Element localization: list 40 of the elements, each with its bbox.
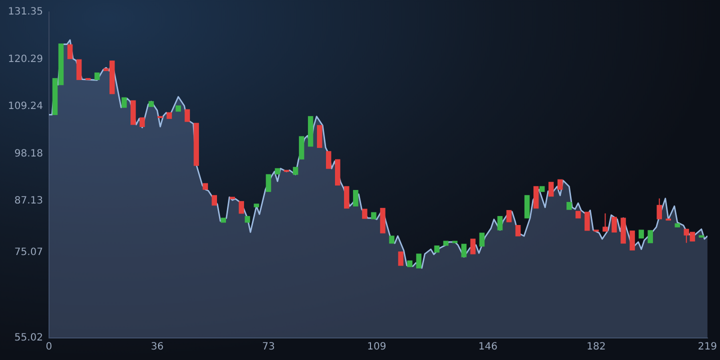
candlestick [389,236,394,244]
candlestick [620,218,626,244]
candlestick [362,208,368,219]
candlestick [76,59,82,80]
y-tick-label: 120.29 [8,54,43,65]
y-tick-label: 109.24 [8,101,43,112]
candlestick [148,101,154,107]
candlestick [470,238,476,254]
candlestick [558,179,563,190]
x-tick-label: 0 [46,342,52,353]
candlestick [230,196,236,200]
x-tick-label: 182 [586,342,606,353]
candlestick [698,235,704,238]
candlestick [461,244,467,258]
candlestick [443,240,449,246]
x-tick-label: 109 [367,342,386,353]
x-tick-label: 36 [150,342,164,353]
y-tick-label: 98.18 [14,148,43,160]
candlestick [452,240,458,244]
candlestick [548,182,554,197]
candlestick [584,212,590,231]
x-tick-label: 146 [478,342,498,353]
candlestick [398,251,404,266]
y-tick-label: 55.02 [14,332,43,344]
candlestick [122,97,127,108]
x-tick-label: 219 [698,342,718,353]
candlestick [292,166,298,175]
y-tick-label: 131.35 [8,6,43,18]
candlestick [202,183,208,190]
candlestick [479,232,485,247]
y-tick-label: 75.07 [14,246,43,258]
candlestick [638,230,644,238]
candlestick [176,105,181,112]
candlestick [335,159,340,186]
candlestick [67,44,73,60]
candlestick [407,260,412,268]
candlestick [371,212,376,220]
y-tick-label: 87.13 [14,195,43,206]
candlestick [220,218,226,223]
x-tick-label: 73 [262,342,275,353]
